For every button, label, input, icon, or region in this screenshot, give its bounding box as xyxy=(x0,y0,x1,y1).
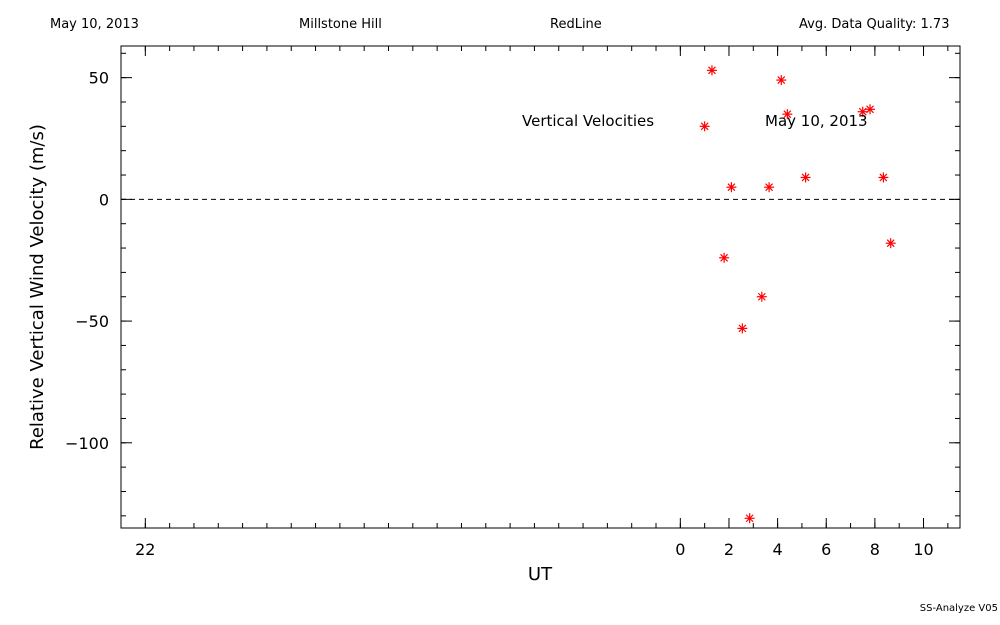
data-point-marker xyxy=(719,252,730,263)
data-point-marker xyxy=(737,323,748,334)
header-date: May 10, 2013 xyxy=(50,17,139,32)
y-tick-label: 0 xyxy=(99,190,109,209)
x-axis-label: UT xyxy=(528,564,553,585)
data-point-marker xyxy=(865,104,876,115)
footer-software: SS-Analyze V05 xyxy=(919,603,998,614)
y-tick-label: −100 xyxy=(65,434,109,453)
data-point-marker xyxy=(706,65,717,76)
data-point-marker xyxy=(764,182,775,193)
y-tick-label: −50 xyxy=(75,312,109,331)
x-tick-label: 4 xyxy=(773,540,783,559)
x-tick-label: 6 xyxy=(821,540,831,559)
data-point-marker xyxy=(776,75,787,86)
header-site: Millstone Hill xyxy=(299,17,382,32)
data-point-marker xyxy=(744,513,755,524)
data-point-marker xyxy=(878,172,889,183)
data-point-marker xyxy=(885,238,896,249)
data-point-marker xyxy=(756,291,767,302)
data-point-marker xyxy=(699,121,710,132)
x-tick-label: 0 xyxy=(675,540,685,559)
x-tick-label: 22 xyxy=(135,540,155,559)
y-axis-label: Relative Vertical Wind Velocity (m/s) xyxy=(27,124,48,450)
plot-frame xyxy=(120,45,961,529)
x-tick-label: 8 xyxy=(870,540,880,559)
header-quality: Avg. Data Quality: 1.73 xyxy=(799,17,950,32)
x-tick-label: 10 xyxy=(913,540,933,559)
annotation-vertical-velocities: Vertical Velocities xyxy=(522,112,654,130)
data-point-marker xyxy=(782,109,793,120)
header-line: RedLine xyxy=(550,17,602,32)
x-tick-label: 2 xyxy=(724,540,734,559)
data-point-marker xyxy=(726,182,737,193)
y-tick-label: 50 xyxy=(89,69,109,88)
annotation-date: May 10, 2013 xyxy=(765,112,868,130)
data-point-marker xyxy=(800,172,811,183)
